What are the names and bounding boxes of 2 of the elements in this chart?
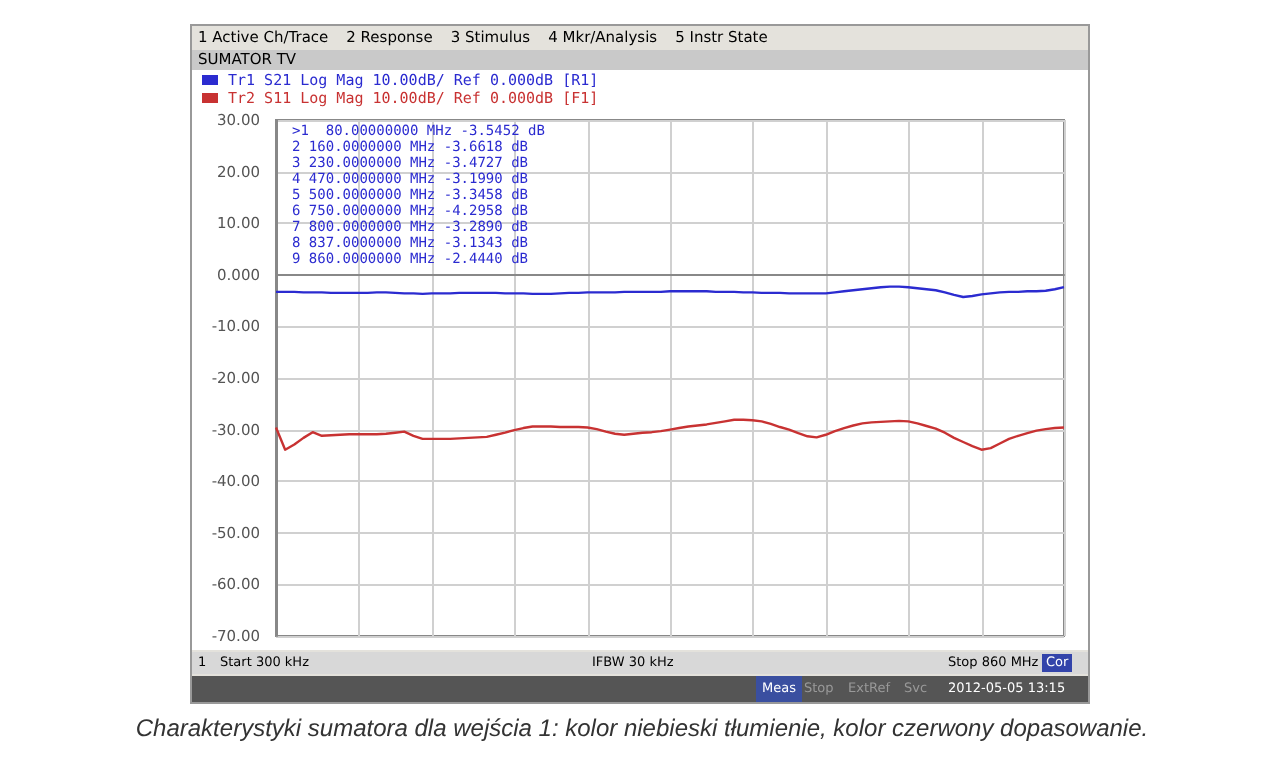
line-series	[274, 418, 1066, 451]
text: Charakterystyki sumatora dla wejścia 1: kolor niebieski tłumienie, kolor czerwony dopasowanie.	[133, 714, 1151, 742]
